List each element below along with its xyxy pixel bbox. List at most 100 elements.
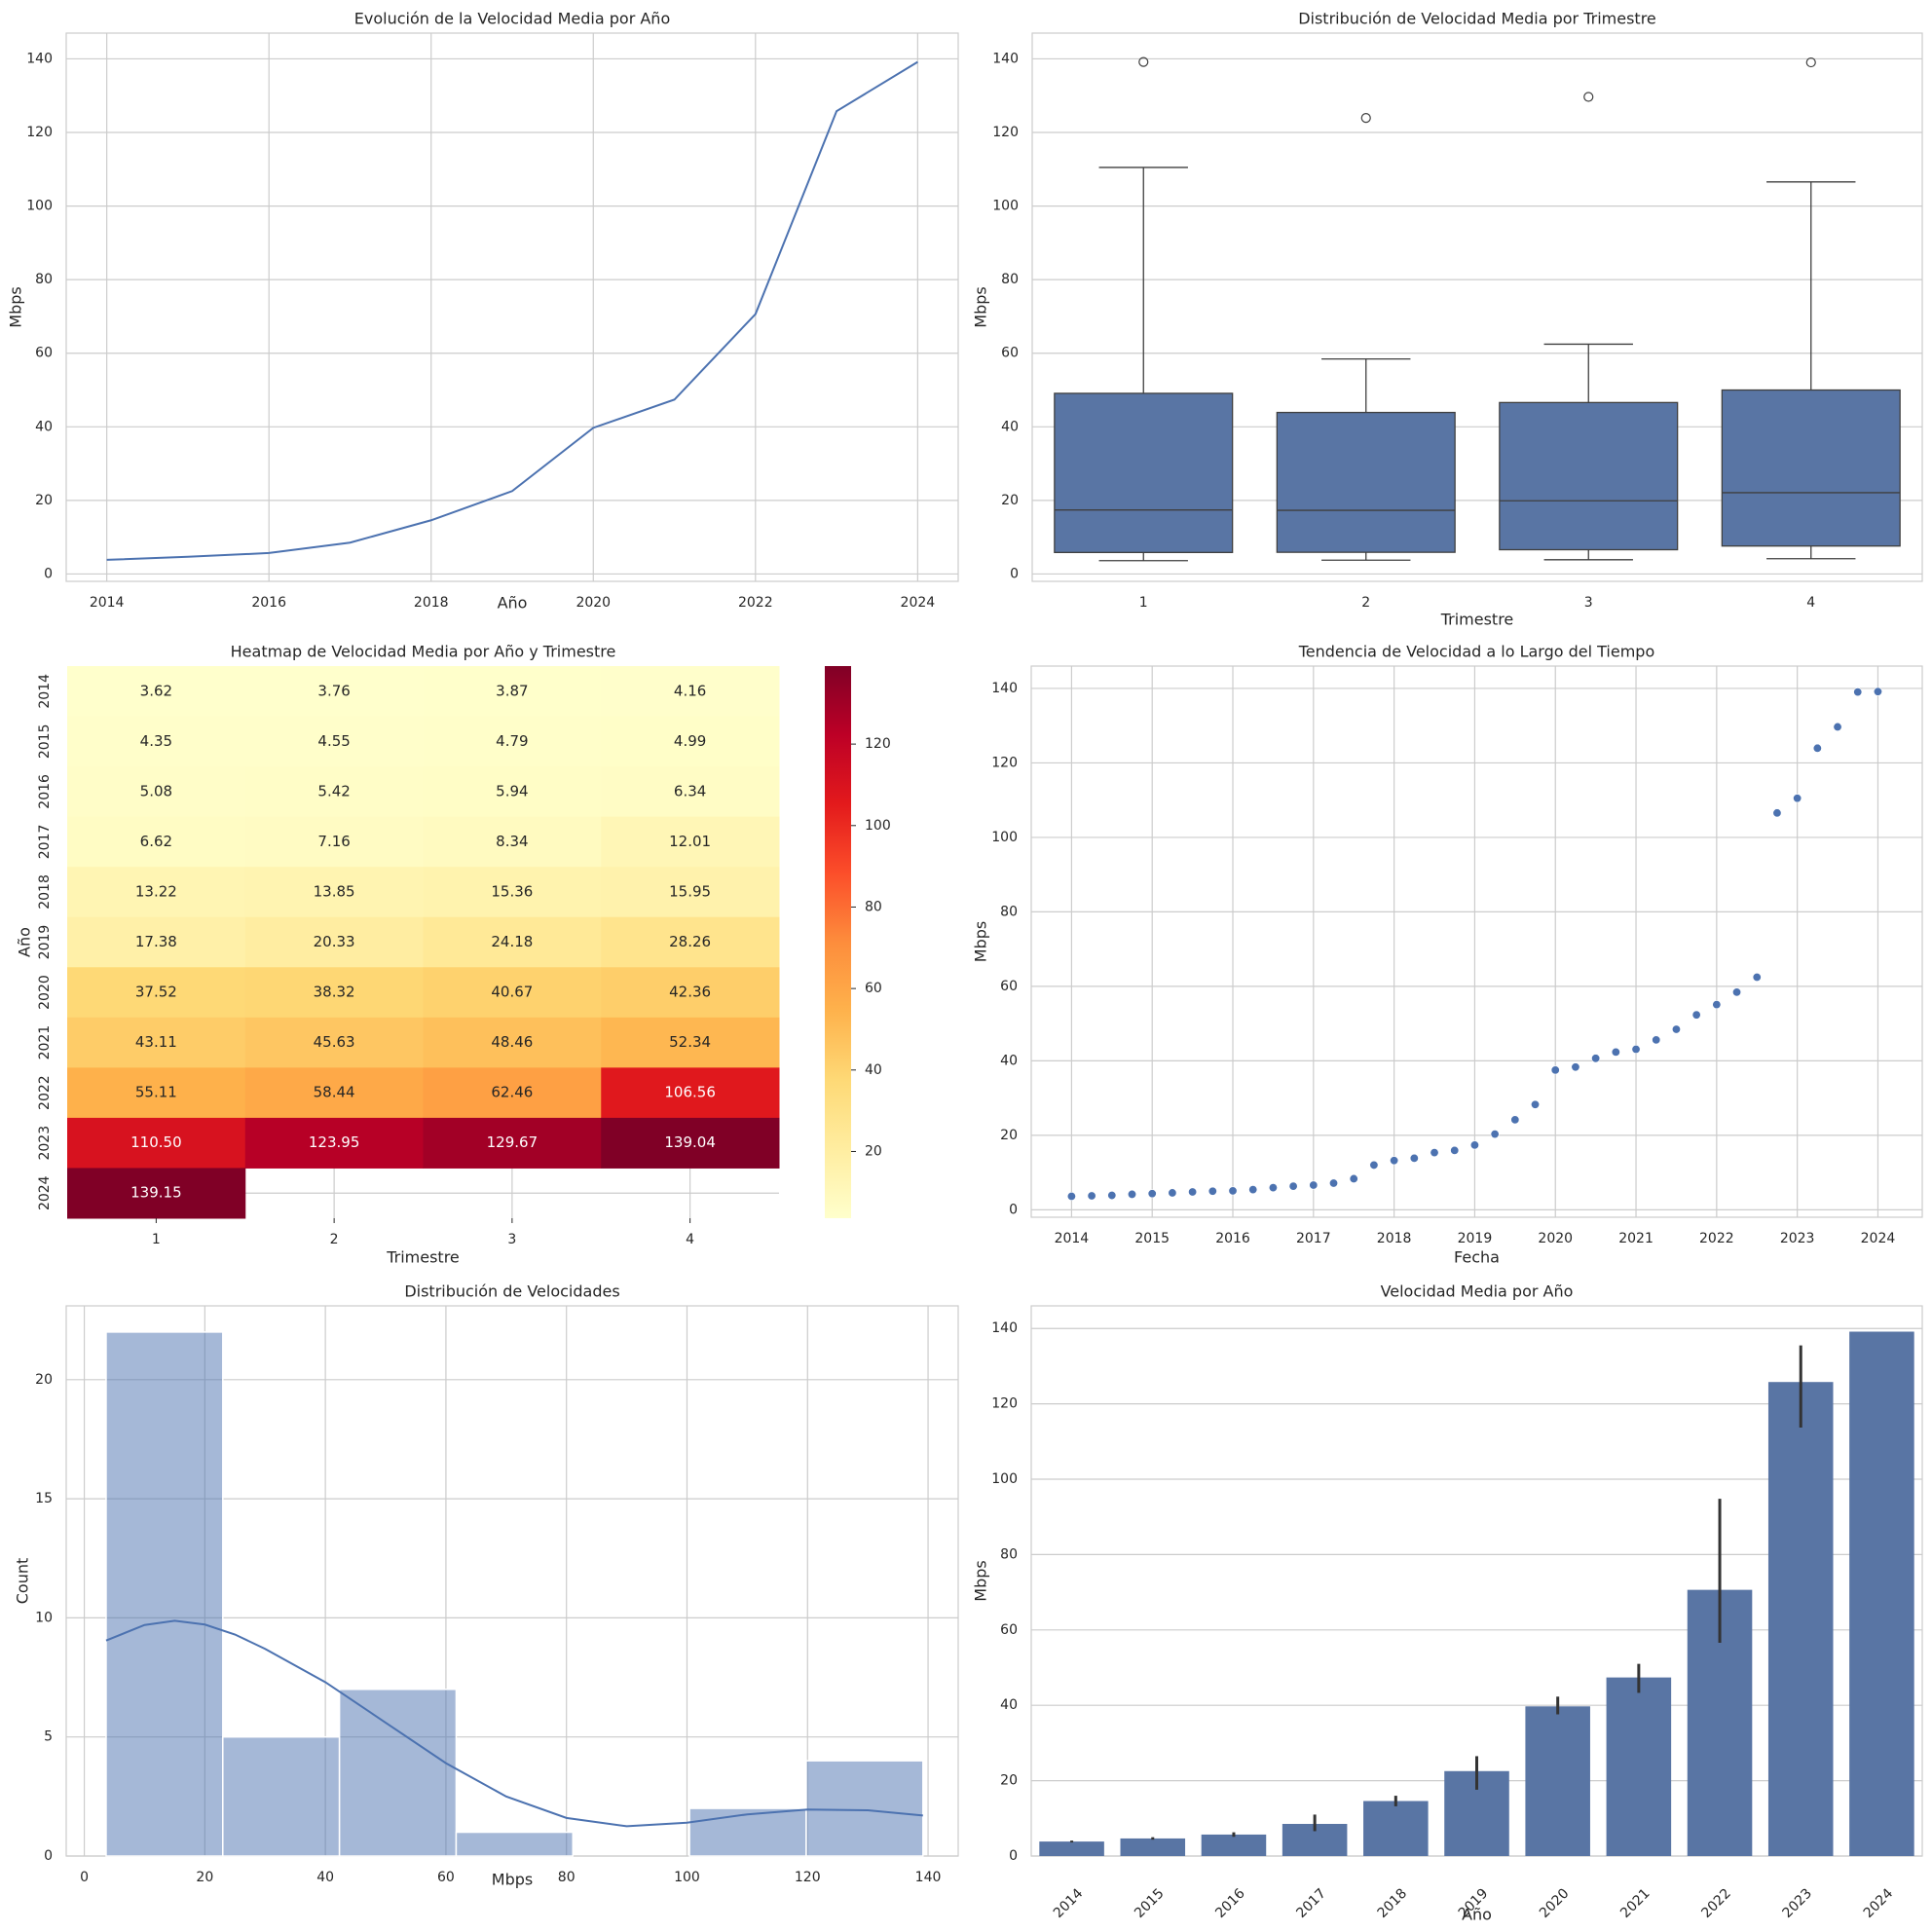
x-tick-label: 2023: [1780, 1885, 1816, 1921]
heatmap-cell-label: 38.32: [314, 984, 355, 1001]
heatmap-cell: [423, 666, 602, 718]
y-axis-label: Año: [16, 927, 34, 957]
y-tick-label: 120: [991, 755, 1018, 770]
x-tick-label: 2: [330, 1232, 339, 1247]
x-axis-label: Año: [498, 594, 528, 613]
heatmap-cell-label: 48.46: [491, 1033, 533, 1051]
heatmap-cell: [601, 1017, 780, 1068]
y-tick-label: 0: [1010, 566, 1019, 581]
x-tick-label: 2021: [1617, 1885, 1653, 1921]
y-tick-label: 20: [1000, 1128, 1018, 1143]
x-tick-label: 3: [507, 1232, 516, 1247]
heatmap-cell: [423, 967, 602, 1019]
y-tick-label: 20: [1000, 1773, 1018, 1789]
heatmap-cell-label: 6.62: [140, 833, 172, 850]
heatmap-cell: [423, 766, 602, 818]
y-tick-label: 2014: [37, 674, 53, 709]
heatmap-cell-label: 3.76: [317, 682, 350, 699]
y-tick-label: 120: [992, 125, 1019, 140]
x-tick-label: 60: [437, 1870, 455, 1885]
scatter-point: [1369, 1160, 1379, 1170]
heatmap-cell: [601, 1117, 780, 1169]
heatmap-cell-label: 13.85: [314, 882, 355, 900]
heatmap-cell-label: 4.16: [674, 682, 706, 699]
scatter-point: [1550, 1065, 1560, 1075]
y-tick-label: 2015: [37, 724, 53, 759]
y-tick-label: 2018: [37, 874, 53, 910]
y-tick-label: 140: [992, 51, 1019, 66]
y-axis-label: Mbps: [7, 286, 25, 327]
heatmap-cell-label: 37.52: [135, 984, 177, 1001]
x-tick-label: 20: [196, 1870, 213, 1885]
scatter-point: [1571, 1062, 1580, 1072]
y-tick-label: 2017: [37, 825, 53, 860]
heatmap-cell: [244, 1117, 424, 1169]
x-tick-label: 4: [1806, 595, 1815, 611]
line-series: [106, 60, 918, 561]
scatter-point: [1652, 1035, 1661, 1045]
x-tick-label: 2020: [576, 595, 611, 611]
heatmap-cell-label: 106.56: [664, 1084, 716, 1101]
scatter-point: [1833, 722, 1842, 731]
heatmap-cell: [244, 1017, 424, 1068]
heatmap-cell: [423, 916, 602, 968]
x-tick-label: 1: [152, 1232, 161, 1247]
y-tick-label: 40: [1000, 1053, 1018, 1068]
heatmap-cell: [244, 816, 424, 868]
scatter-point: [1228, 1186, 1238, 1196]
histogram-bar: [805, 1760, 924, 1857]
colorbar-tick-label: 120: [865, 736, 891, 752]
heatmap-cell: [67, 766, 246, 818]
bar: [1606, 1677, 1672, 1856]
y-tick-label: 0: [44, 1848, 53, 1864]
heatmap-cell: [67, 1117, 246, 1169]
scatter-point: [1531, 1099, 1541, 1109]
y-tick-label: 140: [26, 51, 53, 66]
scatter-point: [1712, 1000, 1722, 1010]
histogram-bar: [455, 1831, 575, 1857]
x-tick-label: 2022: [1698, 1885, 1734, 1921]
scatter-point: [1147, 1189, 1157, 1199]
x-axis-label: Mbps: [492, 1871, 533, 1889]
heatmap-cell: [67, 716, 246, 767]
x-tick-label: 2020: [1538, 1231, 1573, 1246]
y-tick-label: 2021: [37, 1025, 53, 1060]
x-tick-label: 140: [915, 1870, 942, 1885]
x-tick-label: 2022: [738, 595, 773, 611]
scatter-point: [1510, 1115, 1520, 1125]
scatter-point: [1329, 1178, 1339, 1188]
heatmap-cell: [423, 1017, 602, 1068]
scatter-point: [1793, 794, 1802, 803]
colorbar-tick-label: 80: [865, 899, 882, 914]
kde-curve: [105, 1619, 923, 1828]
x-tick-label: 2015: [1132, 1885, 1168, 1921]
scatter-point: [1591, 1054, 1601, 1063]
heatmap-cell-label: 3.62: [140, 682, 172, 699]
scatter-point: [1107, 1191, 1117, 1201]
heatmap-cell-label: 8.34: [496, 833, 528, 850]
scatter-point: [1409, 1153, 1419, 1163]
x-tick-label: 80: [558, 1870, 576, 1885]
x-tick-label: 40: [316, 1870, 334, 1885]
box: [1721, 389, 1901, 547]
x-tick-label: 2017: [1296, 1231, 1331, 1246]
x-tick-label: 2016: [1215, 1231, 1250, 1246]
y-tick-label: 40: [35, 419, 53, 434]
bar: [1201, 1834, 1267, 1856]
y-tick-label: 2019: [37, 925, 53, 960]
scatter-point: [1288, 1181, 1298, 1191]
heatmap-cell-label: 58.44: [314, 1084, 355, 1101]
x-tick-label: 100: [674, 1870, 700, 1885]
heatmap-cell: [67, 1067, 246, 1119]
heatmap-cell: [601, 716, 780, 767]
y-tick-label: 100: [992, 199, 1019, 214]
heatmap-cell-label: 139.04: [664, 1133, 716, 1151]
scatter-point: [1631, 1044, 1641, 1054]
x-tick-label: 2: [1361, 595, 1370, 611]
heatmap-cell: [244, 916, 424, 968]
plot-frame: [1031, 32, 1923, 582]
heatmap-cell-label: 7.16: [317, 833, 350, 850]
scatter-point: [1469, 1140, 1479, 1150]
heatmap-cell-label: 62.46: [491, 1084, 533, 1101]
